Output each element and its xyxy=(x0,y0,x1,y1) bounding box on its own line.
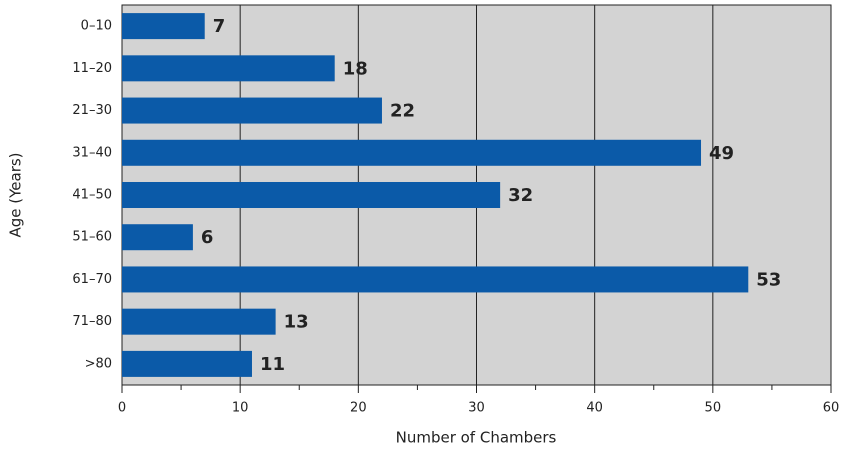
y-tick-label: 31–40 xyxy=(72,145,112,160)
value-label: 32 xyxy=(508,185,533,206)
bar xyxy=(122,224,193,251)
x-axis-title: Number of Chambers xyxy=(396,429,557,447)
y-axis-title: Age (Years) xyxy=(7,152,25,237)
bar xyxy=(122,266,749,293)
x-tick-label: 0 xyxy=(118,401,126,416)
value-label: 11 xyxy=(260,354,285,375)
y-tick-label: 51–60 xyxy=(72,230,112,245)
bar xyxy=(122,350,252,377)
x-tick-label: 10 xyxy=(232,401,249,416)
y-tick-label: 71–80 xyxy=(72,314,112,329)
x-tick-label: 40 xyxy=(586,401,603,416)
y-tick-label: 41–50 xyxy=(72,188,112,203)
y-tick-label: >80 xyxy=(85,356,112,371)
value-label: 53 xyxy=(756,269,781,290)
bar xyxy=(122,13,205,40)
y-tick-label: 61–70 xyxy=(72,272,112,287)
value-label: 13 xyxy=(284,312,309,333)
bar xyxy=(122,308,276,335)
value-label: 18 xyxy=(343,58,368,79)
bar xyxy=(122,182,501,208)
x-tick-label: 30 xyxy=(468,401,485,416)
x-tick-label: 50 xyxy=(705,401,722,416)
value-label: 49 xyxy=(709,143,734,164)
y-tick-label: 0–10 xyxy=(81,19,112,34)
bar xyxy=(122,97,382,124)
bar xyxy=(122,139,702,166)
y-tick-label: 21–30 xyxy=(72,103,112,118)
value-label: 7 xyxy=(213,16,226,37)
x-tick-label: 20 xyxy=(350,401,367,416)
y-tick-label: 11–20 xyxy=(72,61,112,76)
bar xyxy=(122,55,335,82)
value-label: 6 xyxy=(201,227,214,248)
x-tick-label: 60 xyxy=(823,401,840,416)
value-label: 22 xyxy=(390,101,415,122)
